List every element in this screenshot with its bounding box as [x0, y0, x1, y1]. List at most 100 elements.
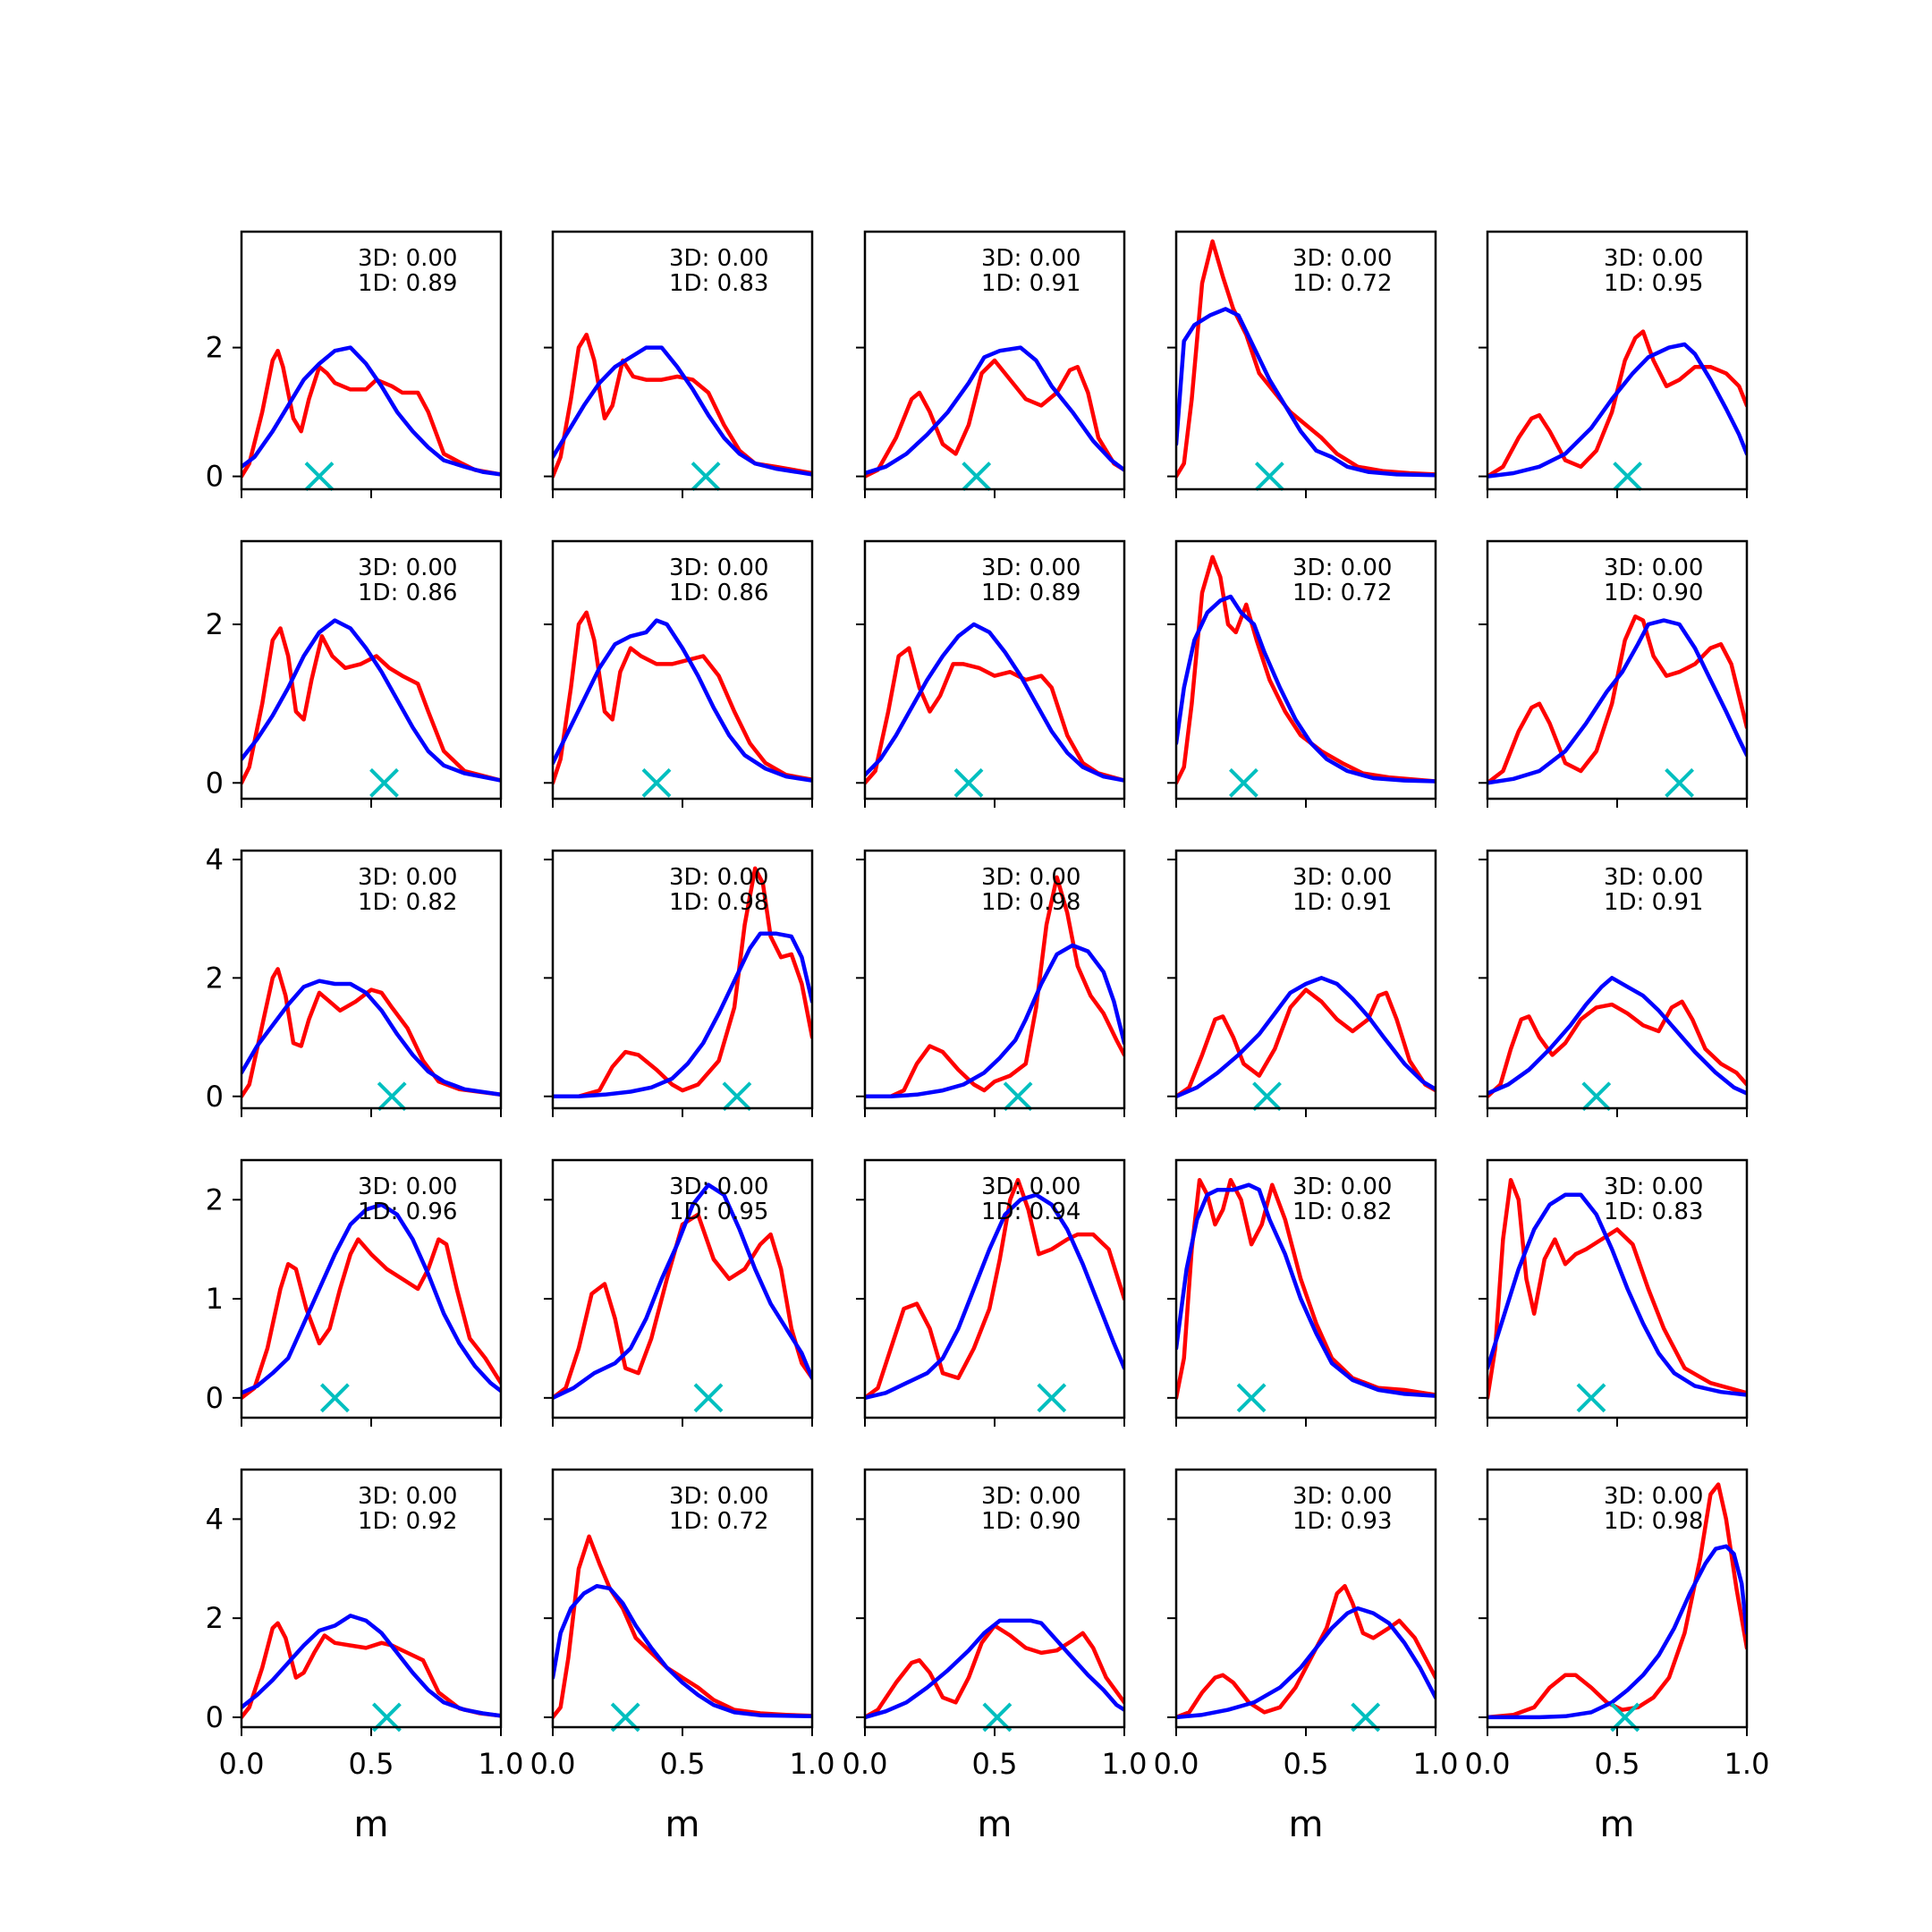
red-density-line: [553, 1534, 812, 1720]
red-density-line: [242, 967, 501, 1099]
plot-area: [1487, 1482, 1747, 1720]
annotation-1d: 1D: 0.72: [669, 1508, 768, 1535]
y-tick-label: 4: [206, 1502, 224, 1536]
annotation-1d: 1D: 0.82: [358, 889, 457, 916]
cyan-x-marker: [641, 767, 672, 798]
annotation-1d: 1D: 0.94: [981, 1199, 1080, 1225]
plot-area: [865, 345, 1124, 479]
plot-area: [865, 875, 1124, 1099]
cyan-x-marker: [304, 462, 335, 492]
x-tick-label: 0.0: [1154, 1747, 1199, 1781]
y-tick-label: 2: [206, 1601, 224, 1635]
cyan-x-marker: [1665, 767, 1695, 798]
blue-density-line: [865, 1618, 1124, 1720]
red-density-line: [1176, 1583, 1436, 1720]
x-tick-label: 0.5: [972, 1747, 1018, 1781]
blue-density-line: [553, 1182, 812, 1401]
red-density-line: [1487, 1177, 1747, 1401]
plot-area: [553, 866, 812, 1099]
annotation-3d: 3D: 0.00: [1292, 1483, 1392, 1510]
y-tick-label: 4: [206, 843, 224, 877]
red-density-line: [1487, 1482, 1747, 1720]
blue-density-line: [1176, 1606, 1436, 1720]
blue-density-line: [1487, 342, 1747, 479]
blue-density-line: [865, 345, 1124, 476]
cyan-x-marker: [1236, 1383, 1267, 1413]
x-axis-label: m: [978, 1804, 1013, 1845]
annotation-1d: 1D: 0.83: [669, 270, 768, 297]
annotation-1d: 1D: 0.95: [669, 1199, 768, 1225]
cyan-x-marker: [369, 767, 399, 798]
cyan-x-marker: [377, 1081, 407, 1112]
plot-area: [553, 1182, 812, 1401]
cyan-x-marker: [1037, 1383, 1067, 1413]
cyan-x-marker: [953, 767, 984, 798]
y-tick-label: 2: [206, 607, 224, 641]
annotation-1d: 1D: 0.92: [358, 1508, 457, 1535]
x-tick-label: 1.0: [479, 1747, 524, 1781]
annotation-3d: 3D: 0.00: [669, 555, 768, 581]
annotation-1d: 1D: 0.72: [1292, 580, 1392, 606]
annotation-3d: 3D: 0.00: [1292, 1174, 1392, 1200]
annotation-3d: 3D: 0.00: [358, 864, 457, 891]
cyan-x-marker: [691, 462, 721, 492]
red-density-line: [242, 1237, 501, 1401]
annotation-1d: 1D: 0.72: [1292, 270, 1392, 297]
annotation-3d: 3D: 0.00: [1604, 1483, 1703, 1510]
x-tick-label: 1.0: [1724, 1747, 1770, 1781]
annotation-1d: 1D: 0.98: [1604, 1508, 1703, 1535]
red-density-line: [1487, 329, 1747, 479]
x-axis-label: m: [665, 1804, 700, 1845]
red-density-line: [865, 875, 1124, 1099]
red-density-line: [865, 358, 1124, 479]
blue-density-line: [553, 1583, 812, 1719]
annotation-1d: 1D: 0.86: [358, 580, 457, 606]
annotation-1d: 1D: 0.89: [358, 270, 457, 297]
plot-area: [553, 610, 812, 785]
red-density-line: [242, 626, 501, 785]
blue-density-line: [1176, 594, 1436, 784]
plot-area: [553, 1534, 812, 1720]
y-tick-label: 0: [206, 766, 224, 800]
red-density-line: [1487, 614, 1747, 785]
plot-area: [1487, 976, 1747, 1099]
annotation-3d: 3D: 0.00: [1604, 245, 1703, 272]
annotation-1d: 1D: 0.98: [981, 889, 1080, 916]
blue-density-line: [242, 1614, 501, 1718]
y-tick-label: 2: [206, 961, 224, 995]
blue-density-line: [553, 618, 812, 783]
plot-area: [553, 332, 812, 479]
annotation-3d: 3D: 0.00: [669, 1483, 768, 1510]
annotation-3d: 3D: 0.00: [981, 864, 1080, 891]
plot-area: [242, 345, 501, 479]
blue-density-line: [242, 979, 501, 1097]
annotation-3d: 3D: 0.00: [1292, 864, 1392, 891]
annotation-3d: 3D: 0.00: [669, 864, 768, 891]
annotation-1d: 1D: 0.96: [358, 1199, 457, 1225]
red-density-line: [553, 610, 812, 785]
x-tick-label: 0.5: [1595, 1747, 1640, 1781]
red-density-line: [553, 1212, 812, 1401]
cyan-x-marker: [722, 1081, 752, 1112]
y-tick-label: 2: [206, 1182, 224, 1216]
plot-area: [242, 618, 501, 785]
blue-density-line: [1487, 976, 1747, 1096]
plot-area: [865, 622, 1124, 785]
annotation-1d: 1D: 0.90: [981, 1508, 1080, 1535]
cyan-x-marker: [319, 1383, 350, 1413]
